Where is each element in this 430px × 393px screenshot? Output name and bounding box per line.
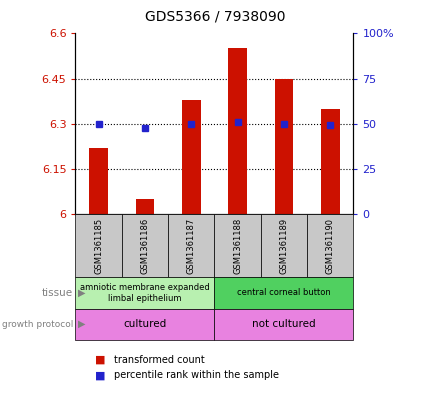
Text: percentile rank within the sample: percentile rank within the sample — [114, 370, 279, 380]
Text: GSM1361188: GSM1361188 — [233, 217, 242, 274]
Bar — [214, 214, 260, 277]
Text: ■: ■ — [95, 354, 105, 365]
Text: GDS5366 / 7938090: GDS5366 / 7938090 — [145, 10, 285, 24]
Bar — [181, 100, 200, 214]
Text: ▶: ▶ — [77, 288, 85, 298]
Text: transformed count: transformed count — [114, 354, 205, 365]
Bar — [75, 214, 121, 277]
Bar — [274, 79, 292, 214]
Text: GSM1361190: GSM1361190 — [325, 218, 334, 274]
Text: ■: ■ — [95, 370, 105, 380]
Text: amniotic membrane expanded
limbal epithelium: amniotic membrane expanded limbal epithe… — [80, 283, 209, 303]
Bar — [121, 214, 168, 277]
Text: tissue: tissue — [42, 288, 73, 298]
Text: growth protocol: growth protocol — [2, 320, 73, 329]
Text: GSM1361186: GSM1361186 — [140, 217, 149, 274]
Bar — [168, 214, 214, 277]
Bar — [135, 199, 154, 214]
Text: GSM1361187: GSM1361187 — [186, 217, 195, 274]
Text: GSM1361185: GSM1361185 — [94, 218, 103, 274]
Bar — [214, 309, 353, 340]
Text: ▶: ▶ — [77, 319, 85, 329]
Bar — [214, 277, 353, 309]
Bar — [75, 309, 214, 340]
Text: cultured: cultured — [123, 319, 166, 329]
Bar — [320, 109, 339, 214]
Bar — [89, 148, 108, 214]
Text: central corneal button: central corneal button — [237, 288, 330, 297]
Bar — [228, 48, 246, 214]
Bar — [75, 277, 214, 309]
Text: not cultured: not cultured — [252, 319, 315, 329]
Text: GSM1361189: GSM1361189 — [279, 218, 288, 274]
Bar — [306, 214, 353, 277]
Bar — [260, 214, 306, 277]
